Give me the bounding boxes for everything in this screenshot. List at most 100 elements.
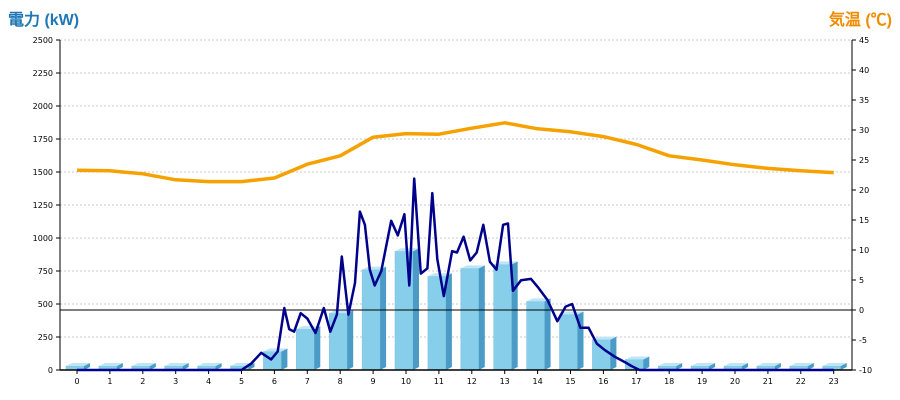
y-right-tick-label: -10	[859, 366, 872, 375]
bar	[361, 269, 381, 371]
x-tick-label: 0	[74, 377, 79, 386]
bar-side	[478, 265, 485, 370]
bar-side	[544, 298, 551, 370]
y-right-tick-label: 25	[859, 156, 869, 165]
y-left-tick-label: 250	[38, 333, 53, 342]
temperature-line	[76, 121, 834, 184]
bar-top	[756, 363, 781, 367]
bar	[460, 268, 480, 371]
x-tick-label: 16	[598, 377, 608, 386]
y-right-tick-label: 0	[859, 306, 864, 315]
x-tick-label: 1	[107, 377, 112, 386]
power-line	[77, 177, 834, 372]
y-right-tick-label: -5	[859, 336, 867, 345]
y-left-tick-label: 2500	[33, 36, 53, 45]
bar-top	[197, 363, 222, 367]
bar	[263, 351, 282, 371]
y-right-tick-label: 30	[859, 126, 869, 135]
bar-top	[592, 336, 617, 340]
bar	[493, 264, 512, 371]
bar-side	[248, 363, 255, 370]
x-tick-label: 6	[272, 377, 277, 386]
y-right-tick-label: 20	[859, 186, 869, 195]
bar-side	[84, 363, 90, 370]
bar-top	[658, 363, 683, 367]
y-right-tick-label: 5	[859, 276, 864, 285]
bar-top	[362, 266, 387, 270]
y-left-tick-label: 1500	[33, 168, 53, 177]
bar-top	[98, 363, 123, 367]
y-axis-left-title: 電力 (kW)	[8, 12, 80, 29]
bar-side	[676, 363, 683, 370]
bar-side	[742, 363, 748, 370]
bar-top	[691, 363, 716, 367]
x-tick-label: 13	[500, 377, 510, 386]
bar-side	[774, 363, 781, 370]
y-axis-right-title: 気温 (℃)	[828, 12, 892, 29]
x-tick-label: 7	[305, 377, 310, 386]
bar-side	[182, 363, 189, 370]
x-tick-label: 11	[434, 377, 444, 386]
x-tick-label: 18	[664, 377, 674, 386]
x-tick-label: 3	[173, 377, 178, 386]
bar-top	[822, 363, 847, 367]
bar-side	[413, 248, 419, 370]
y-left-tick-label: 2000	[33, 102, 53, 111]
bar-side	[709, 363, 716, 370]
bar-side	[840, 363, 847, 370]
y-right-tick-label: 35	[859, 96, 869, 105]
bar-top	[789, 363, 814, 367]
bar-top	[460, 265, 485, 269]
x-tick-label: 23	[829, 377, 839, 386]
y-right-tick-label: 15	[859, 216, 869, 225]
bar-top	[526, 298, 551, 302]
bar-side	[610, 336, 617, 370]
bar-side	[807, 363, 814, 370]
x-tick-label: 21	[763, 377, 773, 386]
bar	[296, 328, 315, 371]
y-left-tick-label: 0	[48, 366, 53, 375]
bar-side	[149, 363, 156, 370]
x-tick-label: 10	[401, 377, 411, 386]
x-tick-label: 5	[239, 377, 244, 386]
bar-top	[66, 363, 90, 367]
bar-side	[116, 363, 123, 370]
bar	[592, 339, 611, 371]
bar-side	[215, 363, 222, 370]
bar-top	[263, 348, 288, 352]
bar-side	[281, 348, 288, 370]
y-left-tick-label: 1750	[33, 135, 53, 144]
y-right-tick-label: 10	[859, 246, 869, 255]
y-right-tick-label: 40	[859, 66, 869, 75]
bar-side	[347, 310, 354, 370]
x-tick-label: 4	[206, 377, 211, 386]
bar-top	[559, 311, 584, 315]
y-left-tick-label: 500	[38, 300, 53, 309]
y-right-tick-label: 45	[859, 36, 869, 45]
bar-top	[131, 363, 156, 367]
x-tick-label: 17	[631, 377, 641, 386]
x-tick-label: 8	[338, 377, 343, 386]
bar-side	[314, 326, 321, 370]
x-tick-label: 19	[697, 377, 707, 386]
x-tick-label: 15	[565, 377, 575, 386]
bar-top	[724, 363, 748, 367]
y-left-tick-label: 2250	[33, 69, 53, 78]
bar-top	[164, 363, 189, 367]
bar	[526, 301, 545, 371]
x-tick-label: 9	[371, 377, 376, 386]
bar-side	[643, 356, 650, 370]
bar-top	[625, 356, 650, 360]
y-left-tick-label: 750	[38, 267, 53, 276]
x-tick-label: 20	[730, 377, 740, 386]
bar	[328, 312, 348, 371]
bar-top	[296, 326, 321, 330]
x-tick-label: 12	[467, 377, 477, 386]
x-tick-label: 2	[140, 377, 145, 386]
x-tick-label: 14	[533, 377, 543, 386]
bar	[559, 314, 578, 371]
y-left-tick-label: 1250	[33, 201, 53, 210]
bar-side	[445, 273, 452, 370]
bar-side	[380, 266, 387, 370]
